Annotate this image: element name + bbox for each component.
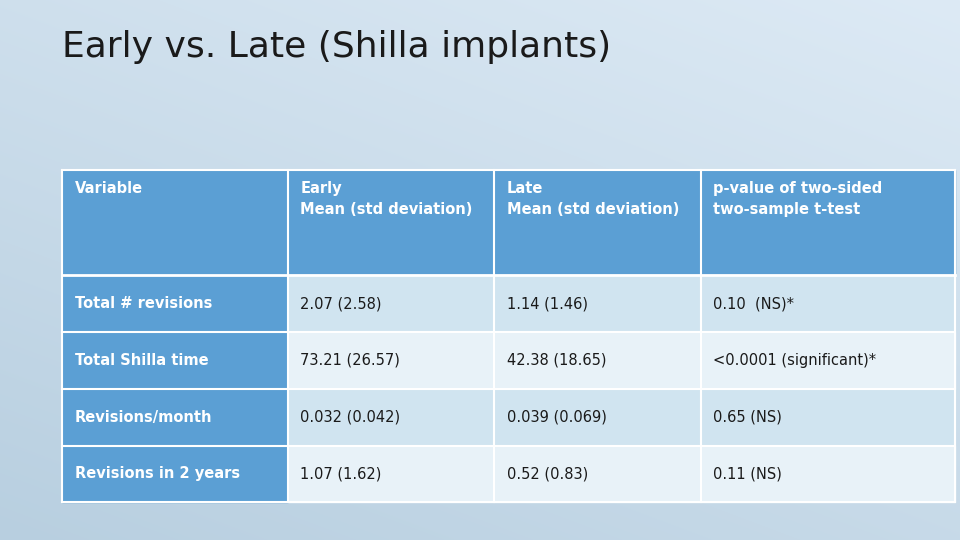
Text: 0.032 (0.042): 0.032 (0.042) — [300, 410, 400, 424]
Text: 0.039 (0.069): 0.039 (0.069) — [507, 410, 607, 424]
Bar — [62, 332, 288, 389]
Bar — [62, 446, 288, 502]
Text: 1.14 (1.46): 1.14 (1.46) — [507, 296, 588, 311]
Bar — [288, 446, 494, 502]
Bar — [288, 389, 494, 446]
Bar — [288, 275, 494, 332]
Bar — [62, 275, 288, 332]
Text: Total # revisions: Total # revisions — [75, 296, 212, 311]
Bar — [701, 332, 955, 389]
Bar — [701, 446, 955, 502]
Bar — [494, 389, 701, 446]
Bar — [494, 332, 701, 389]
Text: 2.07 (2.58): 2.07 (2.58) — [300, 296, 382, 311]
Text: Early vs. Late (Shilla implants): Early vs. Late (Shilla implants) — [62, 30, 612, 64]
Text: 42.38 (18.65): 42.38 (18.65) — [507, 353, 607, 368]
Text: 0.65 (NS): 0.65 (NS) — [713, 410, 782, 424]
Bar — [494, 170, 701, 275]
Text: Variable: Variable — [75, 181, 143, 196]
Text: Early
Mean (std deviation): Early Mean (std deviation) — [300, 181, 473, 217]
Text: Late
Mean (std deviation): Late Mean (std deviation) — [507, 181, 680, 217]
Text: 1.07 (1.62): 1.07 (1.62) — [300, 467, 382, 481]
Text: 73.21 (26.57): 73.21 (26.57) — [300, 353, 400, 368]
Text: 0.52 (0.83): 0.52 (0.83) — [507, 467, 588, 481]
Bar — [701, 170, 955, 275]
Text: <0.0001 (significant)*: <0.0001 (significant)* — [713, 353, 876, 368]
Text: 0.10  (NS)*: 0.10 (NS)* — [713, 296, 794, 311]
Bar — [494, 446, 701, 502]
Bar — [701, 275, 955, 332]
Text: Revisions in 2 years: Revisions in 2 years — [75, 467, 240, 481]
Text: 0.11 (NS): 0.11 (NS) — [713, 467, 782, 481]
Bar — [288, 170, 494, 275]
Bar — [288, 332, 494, 389]
Text: p-value of two-sided
two-sample t-test: p-value of two-sided two-sample t-test — [713, 181, 882, 217]
Text: Revisions/month: Revisions/month — [75, 410, 212, 424]
Text: Total Shilla time: Total Shilla time — [75, 353, 208, 368]
Bar — [62, 170, 288, 275]
Bar — [494, 275, 701, 332]
Bar — [701, 389, 955, 446]
Bar — [62, 389, 288, 446]
